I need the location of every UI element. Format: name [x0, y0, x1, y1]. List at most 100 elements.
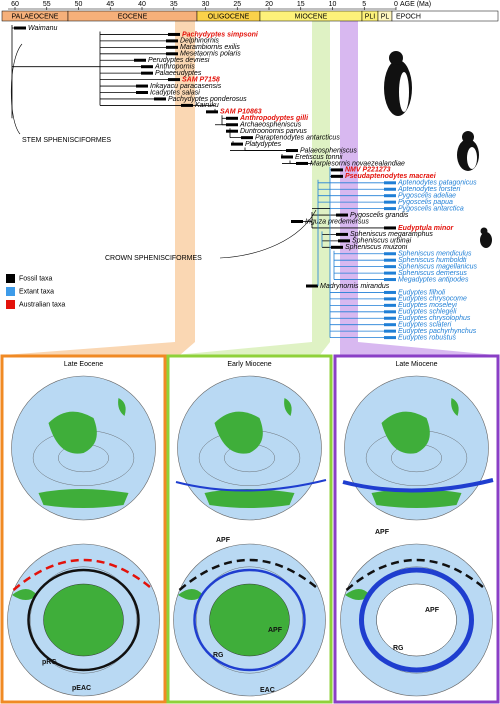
landmass	[178, 589, 203, 600]
range-bar	[231, 142, 243, 146]
range-bar	[336, 213, 348, 217]
taxon-label: Eudyptes moseleyi	[398, 302, 457, 309]
landmass	[204, 489, 295, 508]
taxon-label: Madrynornis mirandus	[320, 283, 390, 290]
range-bar	[226, 123, 238, 127]
taxon-label: Spheniscus muizoni	[345, 244, 408, 251]
taxon-label: Eudyptes chrysocome	[398, 296, 467, 303]
range-bar	[306, 284, 318, 288]
range-bar	[136, 91, 148, 94]
landmass	[284, 398, 292, 416]
range-bar	[331, 245, 343, 249]
landmass	[381, 411, 430, 454]
taxon-label: Delphinornis	[180, 38, 219, 45]
range-bar	[141, 71, 153, 75]
taxon-label: Eudyptes chrysolophus	[398, 315, 471, 322]
range-bar	[384, 271, 396, 275]
landmass	[48, 411, 97, 454]
range-bar	[384, 226, 396, 230]
taxon-label: Pygoscelis adeliae	[398, 193, 456, 200]
range-bar	[336, 232, 348, 236]
range-bar	[384, 194, 396, 198]
legend-swatch	[6, 287, 15, 296]
panel-frame	[166, 354, 333, 704]
legend-label: Fossil taxa	[19, 275, 53, 282]
range-bar	[384, 316, 396, 320]
antarctica	[209, 583, 290, 657]
taxon-label: Spheniscus urbinai	[352, 238, 412, 245]
axis-tick-label: 35	[170, 1, 178, 8]
axis-tick-label: 0	[394, 1, 398, 8]
taxon-label: Eretiscus tonnii	[295, 154, 343, 161]
landmass	[214, 411, 263, 454]
landmass	[451, 398, 459, 416]
taxon-label: Palaeeudyptes	[155, 70, 202, 77]
taxon-label: Pygoscelis antarctica	[398, 205, 464, 212]
range-bar	[384, 290, 396, 294]
map-label: pEAC	[72, 685, 91, 692]
range-bar	[384, 207, 396, 211]
map-label: RG	[213, 652, 224, 659]
range-bar	[384, 329, 396, 333]
epoch-label: EPOCH	[396, 13, 421, 20]
taxon-label: Perudyptes devriesi	[148, 57, 210, 64]
taxon-label: Megadyptes antipodes	[398, 276, 469, 283]
legend-swatch	[6, 274, 15, 283]
panel-frame	[0, 354, 167, 704]
taxon-label: Palaeospheniscus	[300, 147, 357, 154]
range-bar	[384, 323, 396, 327]
graticule	[196, 566, 303, 674]
taxon-label: Marplesornis novaezealandiae	[310, 160, 405, 167]
axis-tick-label: 55	[43, 1, 51, 8]
axis-tick-label: 60	[11, 1, 19, 8]
range-bar	[226, 116, 238, 120]
epoch-label: EOCENE	[118, 13, 148, 20]
taxon-label: Aptenodytes forsteri	[397, 186, 461, 193]
taxon-label: Mesetaornis polaris	[180, 51, 241, 58]
landmass	[12, 589, 37, 600]
band-funnel	[4, 342, 195, 355]
clade-label: STEM SPHENISCIFORMES	[22, 137, 111, 144]
map-label: APF	[425, 607, 440, 614]
taxon-label: Spheniscus megaramphus	[350, 231, 433, 238]
band-funnel	[175, 342, 330, 355]
range-bar	[331, 168, 343, 172]
taxon-label: Pseudaptenodytes macraei	[345, 173, 437, 180]
landmass	[38, 489, 129, 508]
taxon-label: Spheniscus demersus	[398, 270, 467, 277]
range-bar	[241, 136, 253, 140]
penguin-bellies	[399, 72, 477, 169]
axis-tick-label: 40	[138, 1, 146, 8]
band-funnel	[340, 342, 495, 355]
axis-label: AGE (Ma)	[400, 1, 431, 8]
range-bar	[141, 65, 153, 69]
axis-tick-label: 5	[362, 1, 366, 8]
range-bar	[206, 110, 218, 114]
map-label: APF	[375, 529, 390, 536]
taxon-label: Paraptenodytes antarcticus	[255, 134, 340, 141]
range-bar	[384, 303, 396, 307]
legend-label: Australian taxa	[19, 301, 65, 308]
epoch-label: PALAEOCENE	[12, 13, 59, 20]
current	[27, 568, 140, 672]
taxon-label: Eudyptula minor	[398, 225, 455, 232]
range-bar	[14, 26, 26, 30]
range-bar	[384, 258, 396, 262]
range-bar	[384, 200, 396, 204]
taxon-label: SAM P10863	[220, 109, 262, 116]
antarctica	[376, 583, 457, 657]
range-bar	[384, 181, 396, 185]
range-bar	[168, 78, 180, 82]
taxon-label: Eudyptes filholi	[398, 289, 446, 296]
range-bar	[384, 310, 396, 314]
epoch-label: OLIGOCENE	[208, 13, 250, 20]
panel-title: Early Miocene	[227, 361, 271, 368]
range-bar	[154, 97, 166, 101]
range-bar	[286, 149, 298, 153]
map-label: pRG	[42, 659, 57, 666]
front-line	[342, 478, 494, 493]
taxon-label: Spheniscus mendiculus	[398, 251, 472, 258]
taxon-label: Eudyptes schlegeli	[398, 309, 457, 316]
landmass	[371, 489, 462, 508]
